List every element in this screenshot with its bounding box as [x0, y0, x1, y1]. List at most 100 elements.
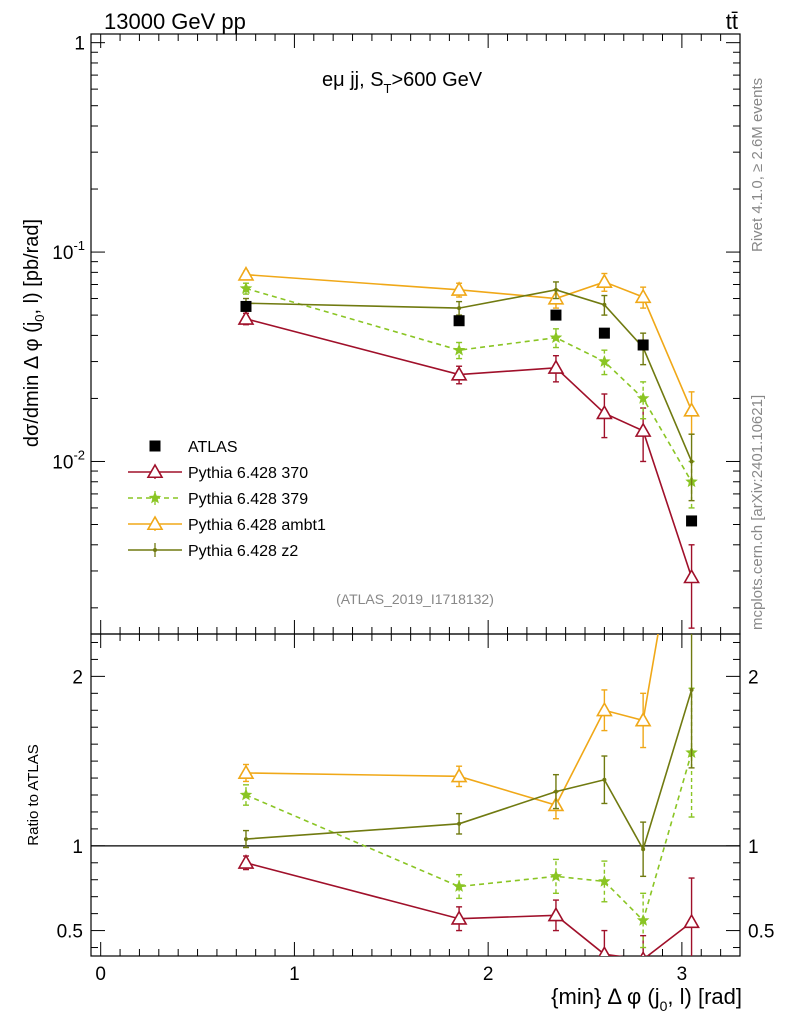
series-p370 — [237, 310, 700, 629]
legend-entry-ambt1: Pythia 6.428 ambt1 — [128, 515, 326, 534]
legend-label: Pythia 6.428 370 — [188, 465, 308, 482]
data-point-p370 — [683, 913, 700, 929]
data-point-ATLAS — [686, 515, 698, 527]
data-point-z2 — [689, 459, 694, 464]
series-z2 — [242, 634, 695, 878]
process-label: tt̄ — [726, 9, 738, 34]
data-point-p370 — [547, 359, 565, 374]
data-point-ambt1 — [634, 711, 652, 727]
legend-entry-p379: Pythia 6.428 379 — [128, 491, 308, 508]
series-line-p379 — [245, 287, 693, 483]
legend-label: ATLAS — [188, 439, 238, 456]
svg-text:eμ jj, ST>600 GeV: eμ jj, ST>600 GeV — [322, 69, 483, 96]
ratio-y-tick-label: 0.5 — [57, 922, 83, 943]
rivet-version-label: Rivet 4.1.0, ≥ 2.6M events — [749, 78, 766, 252]
data-point-ambt1 — [450, 767, 468, 783]
source-label: mcplots.cern.ch [arXiv:2401.10621] — [749, 395, 766, 630]
data-point-ambt1 — [634, 288, 652, 304]
ratio-y-tick-label-right: 2 — [748, 667, 759, 688]
series-line-p379 — [245, 752, 693, 922]
x-tick-label: 1 — [289, 964, 300, 985]
legend-marker-p370 — [146, 463, 164, 479]
data-point-p379 — [636, 391, 650, 404]
main-y-tick-label: 1 — [74, 34, 85, 55]
data-point-p370 — [596, 404, 613, 420]
svg-text:{min} Δ φ (j0, l) [rad]: {min} Δ φ (j0, l) [rad] — [551, 984, 742, 1014]
data-point-p370 — [450, 365, 468, 381]
series-z2 — [242, 281, 695, 502]
data-point-ATLAS — [240, 300, 252, 312]
series-ambt1 — [237, 634, 659, 820]
data-point-p379 — [598, 874, 611, 887]
data-point-p370 — [634, 422, 652, 437]
legend-entry-z2: Pythia 6.428 z2 — [128, 543, 298, 560]
data-point-z2 — [243, 837, 248, 842]
data-point-ambt1 — [237, 764, 255, 780]
data-point-p379 — [549, 869, 563, 882]
data-point-p370 — [237, 854, 255, 869]
data-point-p379 — [452, 343, 466, 356]
data-point-z2 — [457, 306, 462, 311]
series-line-ambt1 — [245, 634, 659, 807]
ratio-y-axis-label: Ratio to ATLAS — [25, 744, 42, 845]
series-p379 — [239, 687, 698, 949]
legend-marker-ATLAS — [149, 440, 161, 452]
data-point-p370 — [640, 950, 647, 956]
data-point-ATLAS — [550, 309, 562, 321]
plot-title: eμ jj, ST>600 GeV — [322, 69, 483, 96]
ratio-y-tick-label-right: 0.5 — [748, 922, 774, 943]
series-p379 — [239, 281, 698, 509]
svg-text:dσ/dmin Δ φ (j0, l) [pb/rad]: dσ/dmin Δ φ (j0, l) [pb/rad] — [21, 219, 47, 447]
data-point-p370 — [547, 906, 565, 922]
data-point-p379 — [636, 913, 650, 926]
main-y-axis-label: dσ/dmin Δ φ (j0, l) [pb/rad] — [21, 219, 47, 447]
ratio-y-tick-label: 1 — [72, 837, 83, 858]
data-point-z2 — [641, 847, 646, 852]
x-axis-label: {min} Δ φ (j0, l) [rad] — [551, 984, 742, 1014]
data-point-z2 — [689, 687, 694, 692]
ratio-y-tick-label-right: 1 — [748, 837, 759, 858]
data-point-ambt1 — [450, 281, 468, 296]
series-line-p370 — [245, 862, 693, 956]
data-point-p370 — [683, 568, 700, 584]
legend-entry-ATLAS: ATLAS — [149, 439, 238, 456]
legend-label: Pythia 6.428 379 — [188, 491, 308, 508]
legend-label: Pythia 6.428 z2 — [188, 543, 298, 560]
data-point-p370 — [598, 945, 611, 956]
legend-marker-z2 — [153, 548, 157, 552]
data-point-ambt1 — [596, 701, 613, 717]
data-point-z2 — [457, 821, 462, 826]
data-point-ATLAS — [598, 327, 610, 339]
data-point-ATLAS — [453, 315, 465, 327]
series-line-z2 — [245, 289, 693, 462]
main-y-tick-label: 10-1 — [52, 238, 85, 264]
legend-marker-ambt1 — [146, 515, 164, 531]
data-point-p379 — [549, 331, 563, 344]
data-point-z2 — [602, 302, 607, 307]
ratio-y-tick-label: 2 — [72, 667, 83, 688]
energy-label: 13000 GeV pp — [104, 9, 246, 34]
data-point-ambt1 — [683, 401, 700, 417]
x-tick-label: 0 — [95, 964, 106, 985]
x-tick-label: 2 — [483, 964, 494, 985]
data-point-ambt1 — [596, 273, 613, 288]
legend-label: Pythia 6.428 ambt1 — [188, 517, 326, 534]
data-point-z2 — [553, 789, 558, 794]
x-tick-label: 3 — [677, 964, 688, 985]
data-point-ATLAS — [637, 339, 649, 351]
legend-marker-p379 — [148, 491, 162, 504]
data-point-p379 — [239, 788, 253, 801]
series-line-ambt1 — [245, 273, 693, 411]
data-point-ambt1 — [237, 266, 255, 281]
series-p370 — [237, 854, 700, 956]
data-point-z2 — [602, 777, 607, 782]
series-line-p370 — [245, 318, 693, 578]
legend-entry-p370: Pythia 6.428 370 — [128, 463, 308, 482]
main-y-tick-label: 10-2 — [52, 447, 85, 473]
data-point-z2 — [553, 287, 558, 292]
data-point-p370 — [237, 310, 255, 325]
data-point-p379 — [598, 354, 611, 367]
data-point-p379 — [239, 281, 253, 294]
series-ATLAS — [240, 300, 698, 527]
